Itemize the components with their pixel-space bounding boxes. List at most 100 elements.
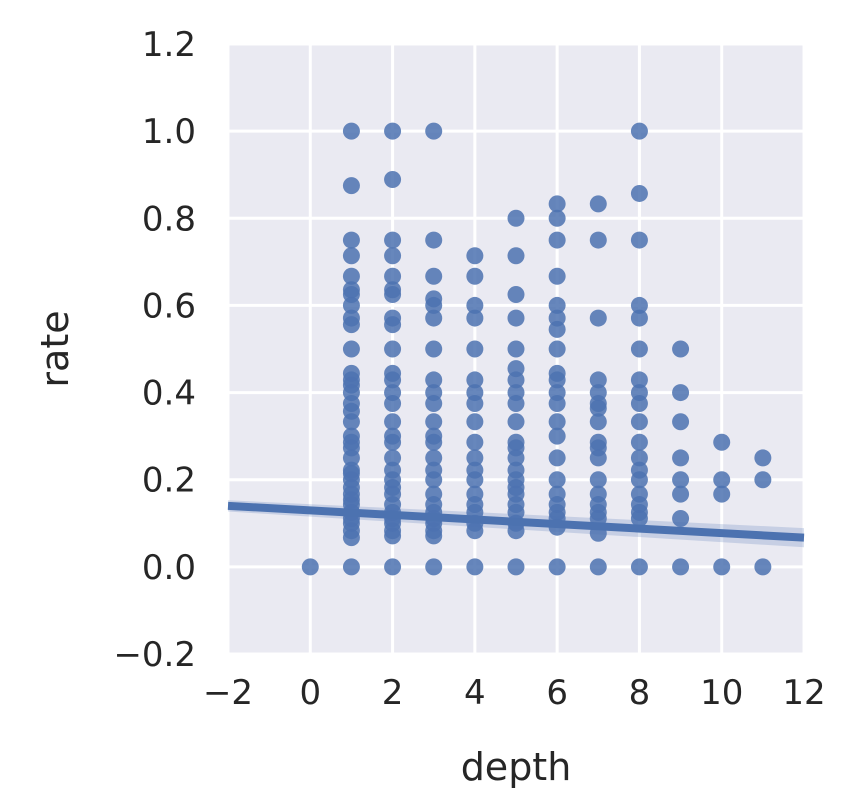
- data-point: [630, 340, 648, 358]
- data-point: [630, 413, 648, 431]
- data-point: [425, 122, 443, 140]
- data-point: [713, 433, 731, 451]
- data-point: [342, 309, 360, 327]
- data-point: [589, 309, 607, 327]
- data-point: [466, 371, 484, 389]
- data-point: [507, 340, 525, 358]
- y-tick-labels: −0.2 0.0 0.2 0.4 0.6 0.8 1.0 1.2: [113, 25, 196, 675]
- data-point: [466, 267, 484, 285]
- data-point: [342, 267, 360, 285]
- data-point: [713, 558, 731, 576]
- y-tick-label: 0.2: [142, 461, 196, 501]
- data-point: [384, 384, 402, 402]
- data-point: [384, 340, 402, 358]
- data-point: [548, 364, 566, 382]
- data-point: [425, 485, 443, 503]
- data-point: [466, 558, 484, 576]
- y-axis-label: rate: [33, 310, 77, 387]
- data-point: [425, 231, 443, 249]
- data-point: [384, 267, 402, 285]
- data-point: [713, 485, 731, 503]
- data-point: [589, 231, 607, 249]
- data-point: [466, 340, 484, 358]
- data-point: [548, 209, 566, 227]
- data-point: [672, 413, 690, 431]
- data-point: [589, 485, 607, 503]
- data-point: [466, 296, 484, 314]
- data-point: [672, 449, 690, 467]
- data-point: [589, 471, 607, 489]
- data-point: [425, 267, 443, 285]
- data-point: [507, 413, 525, 431]
- x-tick-label: 6: [546, 673, 568, 713]
- data-point: [548, 309, 566, 327]
- data-point: [630, 384, 648, 402]
- data-point: [342, 558, 360, 576]
- data-point: [507, 360, 525, 378]
- data-point: [342, 461, 360, 479]
- y-tick-label: −0.2: [113, 635, 196, 675]
- data-point: [384, 449, 402, 467]
- regression-line: [227, 501, 805, 542]
- data-point: [672, 485, 690, 503]
- x-tick-labels: −2 0 2 4 6 8 10 12: [203, 673, 826, 713]
- data-point: [425, 413, 443, 431]
- data-point: [425, 461, 443, 479]
- data-point: [630, 122, 648, 140]
- data-point: [630, 558, 648, 576]
- data-point: [630, 309, 648, 327]
- data-point: [466, 309, 484, 327]
- data-point: [425, 371, 443, 389]
- data-point: [384, 364, 402, 382]
- data-point: [466, 384, 484, 402]
- data-point: [466, 461, 484, 479]
- data-point: [384, 413, 402, 431]
- data-point: [548, 195, 566, 213]
- data-point: [342, 177, 360, 195]
- data-point: [384, 461, 402, 479]
- data-point: [384, 427, 402, 445]
- x-tick-label: 0: [299, 673, 321, 713]
- data-point: [630, 184, 648, 202]
- y-tick-label: 0.4: [142, 374, 196, 414]
- data-point: [548, 413, 566, 431]
- data-point: [630, 449, 648, 467]
- y-tick-label: 0.8: [142, 199, 196, 239]
- data-point: [548, 427, 566, 445]
- data-point: [466, 485, 484, 503]
- data-point: [425, 427, 443, 445]
- data-point: [548, 340, 566, 358]
- data-point: [342, 231, 360, 249]
- data-point: [589, 433, 607, 451]
- data-point: [342, 364, 360, 382]
- data-point: [425, 340, 443, 358]
- y-tick-label: 0.6: [142, 286, 196, 326]
- data-point: [384, 558, 402, 576]
- y-tick-label: 0.0: [142, 548, 196, 588]
- data-point: [589, 195, 607, 213]
- x-tick-label: 2: [382, 673, 404, 713]
- data-point: [342, 247, 360, 265]
- data-point: [466, 413, 484, 431]
- data-point: [754, 449, 772, 467]
- data-point: [507, 461, 525, 479]
- data-point: [630, 231, 648, 249]
- data-point: [630, 461, 648, 479]
- data-point: [507, 247, 525, 265]
- data-point: [672, 558, 690, 576]
- data-point: [754, 558, 772, 576]
- regression-line-path: [227, 501, 805, 542]
- data-point: [507, 384, 525, 402]
- data-point: [507, 209, 525, 227]
- data-point: [754, 471, 772, 489]
- data-point: [548, 231, 566, 249]
- data-point: [425, 558, 443, 576]
- data-point: [548, 296, 566, 314]
- data-point: [548, 485, 566, 503]
- data-point: [672, 509, 690, 527]
- data-point: [384, 231, 402, 249]
- data-point: [507, 558, 525, 576]
- data-point: [548, 558, 566, 576]
- data-point: [384, 171, 402, 189]
- data-point: [466, 247, 484, 265]
